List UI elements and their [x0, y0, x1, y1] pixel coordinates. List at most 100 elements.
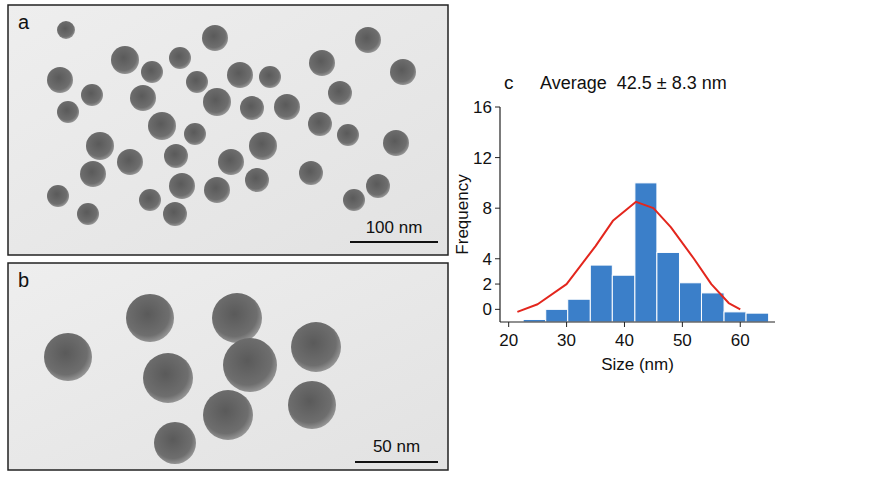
nanoparticle	[154, 422, 196, 464]
nanoparticle	[308, 112, 332, 136]
nanoparticle	[77, 203, 99, 225]
nanoparticle	[245, 168, 269, 192]
nanoparticle	[366, 174, 390, 198]
panel-letter: a	[18, 11, 30, 33]
nanoparticle	[337, 124, 359, 146]
histogram-bar	[612, 275, 635, 322]
scale-bar	[350, 241, 438, 243]
nanoparticle	[274, 94, 300, 120]
x-tick	[566, 322, 567, 327]
nanoparticle	[186, 71, 208, 93]
nanoparticle	[291, 322, 341, 372]
x-axis-line	[500, 321, 775, 322]
nanoparticle	[139, 189, 161, 211]
fit-curve	[517, 202, 740, 312]
x-tick-label: 30	[557, 331, 576, 350]
y-tick-label: 16	[473, 98, 492, 117]
histogram-bar	[546, 309, 568, 322]
x-tick-label: 60	[731, 331, 750, 350]
tem-panel: a 100 nm	[8, 5, 448, 255]
nanoparticle	[249, 132, 277, 160]
nanoparticle	[202, 25, 228, 51]
x-tick	[682, 322, 683, 327]
nanoparticle	[355, 27, 381, 53]
nanoparticle	[47, 185, 69, 207]
nanoparticle	[288, 381, 336, 429]
nanoparticle	[218, 149, 244, 175]
nanoparticle	[184, 123, 206, 145]
plot-marks	[517, 183, 768, 322]
scale-bar	[355, 461, 438, 463]
panel-letter: b	[18, 269, 29, 291]
panel-frame	[8, 263, 448, 470]
nanoparticle	[212, 293, 262, 343]
nanoparticle	[86, 132, 114, 160]
tem-panel: b 50 nm	[8, 263, 448, 470]
figure: a 100 nm b 50 nm 0 2 4 8 12 16 20 30 40 50 60 Size (nm)…	[0, 0, 886, 477]
nanoparticle	[390, 59, 416, 85]
histogram-bar	[746, 313, 769, 322]
nanoparticle	[259, 66, 281, 88]
y-tick-label: 2	[483, 275, 492, 294]
nanoparticle	[309, 50, 335, 76]
nanoparticle	[148, 112, 176, 140]
histogram-bar	[679, 283, 701, 322]
nanoparticle	[57, 21, 75, 39]
nanoparticle	[126, 294, 174, 342]
nanoparticle	[141, 61, 163, 83]
x-tick	[624, 322, 625, 327]
y-tick-label: 0	[483, 300, 492, 319]
axes: 0 2 4 8 12 16 20 30 40 50 60	[473, 98, 775, 350]
nanoparticle	[80, 161, 106, 187]
y-tick-label: 8	[483, 199, 492, 218]
histogram-bar	[568, 299, 591, 322]
y-tick-label: 4	[483, 250, 492, 269]
histogram-bar	[657, 252, 680, 322]
nanoparticle	[57, 101, 79, 123]
x-tick-label: 20	[499, 331, 518, 350]
y-tick-label: 12	[473, 149, 492, 168]
nanoparticle	[44, 333, 92, 381]
nanoparticle	[343, 189, 365, 211]
x-axis-title: Size (nm)	[601, 355, 674, 374]
nanoparticle	[163, 202, 187, 226]
panel-letter: c	[504, 72, 514, 93]
nanoparticle	[111, 46, 139, 74]
histogram-bar	[635, 183, 657, 322]
x-tick-label: 40	[615, 331, 634, 350]
y-tick	[495, 309, 500, 310]
histogram-bar	[590, 265, 612, 322]
nanoparticle	[169, 47, 191, 69]
y-tick	[495, 208, 500, 209]
nanoparticle	[227, 62, 253, 88]
nanoparticle	[328, 81, 352, 105]
nanoparticle	[203, 88, 231, 116]
x-tick-label: 50	[673, 331, 692, 350]
nanoparticle	[299, 161, 323, 185]
y-axis-title: Frequency	[453, 174, 472, 255]
y-tick	[495, 107, 500, 108]
nanoparticle	[240, 96, 264, 120]
nanoparticle	[47, 67, 73, 93]
y-tick	[495, 157, 500, 158]
nanoparticle	[117, 149, 143, 175]
y-tick	[495, 258, 500, 259]
nanoparticle	[81, 84, 103, 106]
y-tick	[495, 284, 500, 285]
y-axis-line	[499, 107, 500, 322]
nanoparticle	[130, 85, 156, 111]
histogram-bar	[701, 293, 724, 322]
scale-bar-label: 100 nm	[366, 218, 423, 237]
x-tick	[508, 322, 509, 327]
x-tick	[740, 322, 741, 327]
nanoparticle	[204, 177, 230, 203]
panel-frame	[8, 5, 448, 255]
nanoparticle	[383, 130, 409, 156]
histogram-bar	[724, 312, 746, 322]
nanoparticle	[169, 173, 195, 199]
nanoparticle	[203, 390, 253, 440]
nanoparticle	[223, 338, 277, 392]
nanoparticle	[143, 353, 193, 403]
annotation: Average 42.5 ± 8.3 nm	[540, 73, 727, 93]
scale-bar-label: 50 nm	[373, 437, 420, 456]
